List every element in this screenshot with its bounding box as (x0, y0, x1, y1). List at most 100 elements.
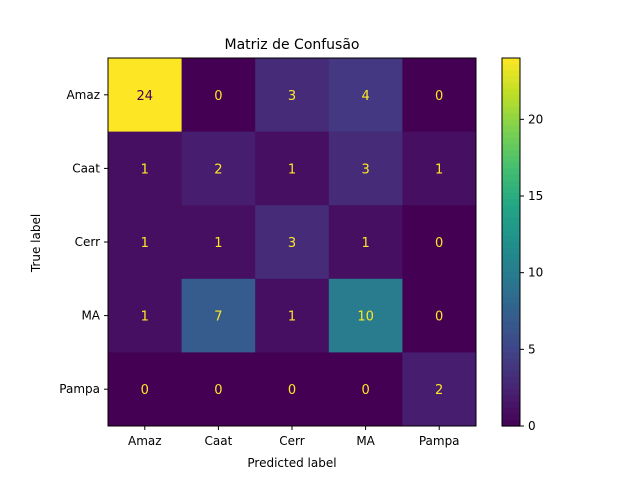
heatmap-cell (402, 278, 477, 353)
colorbar-segment (502, 58, 520, 65)
colorbar-segment (502, 254, 520, 261)
heatmap-cell (402, 131, 477, 206)
y-tick-label: Caat (72, 161, 100, 175)
colorbar-segment (502, 70, 520, 77)
heatmap-cells: 24 0 3 4 01 2 1 3 11 1 3 1 01 7 1 10 00 0 0 0 2 (108, 58, 477, 427)
colorbar-segment (502, 303, 520, 311)
heatmap-cell (108, 205, 183, 280)
colorbar-segment (502, 94, 520, 102)
cell-value-label: 3 (288, 89, 296, 104)
cell-value-label: 1 (435, 162, 443, 177)
cell-value-label: 0 (435, 236, 443, 251)
cell-value-label: 1 (141, 310, 149, 325)
heatmap-cell (328, 278, 403, 353)
colorbar-segment (502, 162, 520, 169)
y-tick-label: Cerr (75, 235, 100, 249)
heatmap-cell (402, 58, 477, 133)
x-tick-label: Caat (205, 434, 233, 448)
colorbar-tick-label: 20 (528, 112, 543, 126)
heatmap-cell (255, 352, 330, 427)
cell-value-label: 4 (361, 89, 369, 104)
cell-value-label: 1 (214, 236, 222, 251)
colorbar-segment (502, 107, 520, 114)
colorbar-segment (502, 370, 520, 378)
colorbar: 0 5 10 15 20 (501, 57, 543, 433)
colorbar-tick-label: 5 (528, 342, 536, 356)
colorbar-segment (502, 76, 520, 84)
colorbar-tick-label: 0 (528, 419, 536, 433)
cell-value-label: 3 (288, 236, 296, 251)
colorbar-segment (502, 150, 520, 157)
colorbar-segment (502, 315, 520, 323)
y-tick-label: Amaz (66, 88, 100, 102)
x-tick-label: Pampa (419, 434, 460, 448)
colorbar-segment (502, 401, 520, 409)
colorbar-segment (502, 199, 520, 206)
colorbar-segment (502, 88, 520, 96)
cell-value-label: 7 (214, 310, 222, 325)
colorbar-segment (502, 327, 520, 335)
colorbar-segment (502, 229, 520, 237)
cell-value-label: 0 (288, 383, 296, 398)
colorbar-segment (502, 272, 520, 280)
colorbar-segment (502, 284, 520, 292)
colorbar-segment (502, 419, 520, 427)
x-tick-label: MA (356, 434, 375, 448)
cell-value-label: 0 (435, 89, 443, 104)
colorbar-segment (502, 334, 520, 341)
cell-value-label: 1 (288, 310, 296, 325)
colorbar-segment (502, 125, 520, 133)
y-axis-label: True label (29, 214, 43, 273)
cell-value-label: 2 (214, 162, 222, 177)
colorbar-segment (502, 82, 520, 90)
chart-title: Matriz de Confusão (225, 37, 360, 53)
heatmap-cell (328, 131, 403, 206)
x-tick-label: Cerr (279, 434, 304, 448)
heatmap-cell (402, 352, 477, 427)
colorbar-tick-label: 10 (528, 266, 543, 280)
y-tick-label: Pampa (59, 382, 100, 396)
colorbar-segment (502, 321, 520, 329)
colorbar-segment (502, 192, 520, 200)
colorbar-segment (502, 143, 520, 151)
heatmap-cell (328, 58, 403, 133)
heatmap-cell (181, 352, 256, 427)
colorbar-segment (502, 64, 520, 71)
heatmap-cell (181, 58, 256, 133)
colorbar-segment (502, 297, 520, 304)
colorbar-segment (502, 131, 520, 139)
colorbar-segment (502, 205, 520, 212)
colorbar-tick-label: 15 (528, 189, 543, 203)
colorbar-segment (502, 278, 520, 286)
colorbar-segment (502, 358, 520, 366)
colorbar-segment (502, 119, 520, 127)
colorbar-segment (502, 383, 520, 390)
colorbar-segment (502, 340, 520, 347)
colorbar-frame (501, 57, 521, 427)
colorbar-segment (502, 156, 520, 163)
colorbar-segment (502, 174, 520, 182)
colorbar-segment (502, 223, 520, 231)
colorbar-segment (502, 413, 520, 421)
colorbar-segment (502, 235, 520, 243)
x-tick-label: Amaz (128, 434, 162, 448)
cell-value-label: 2 (435, 383, 443, 398)
cell-value-label: 1 (361, 236, 369, 251)
colorbar-segment (502, 242, 520, 249)
colorbar-segment (502, 352, 520, 360)
axes: Amaz Caat Cerr MA Pampa Amaz Caat Cerr MA Pampa (59, 57, 477, 448)
colorbar-segment (502, 113, 520, 120)
colorbar-segment (502, 248, 520, 255)
cell-value-label: 0 (214, 383, 222, 398)
cell-value-label: 0 (141, 383, 149, 398)
cell-value-label: 1 (141, 162, 149, 177)
cell-value-label: 1 (141, 236, 149, 251)
colorbar-segment (502, 211, 520, 219)
colorbar-segment (502, 291, 520, 298)
cell-value-label: 3 (361, 162, 369, 177)
colorbar-segment (502, 260, 520, 268)
colorbar-segment (502, 217, 520, 225)
cell-value-label: 0 (361, 383, 369, 398)
